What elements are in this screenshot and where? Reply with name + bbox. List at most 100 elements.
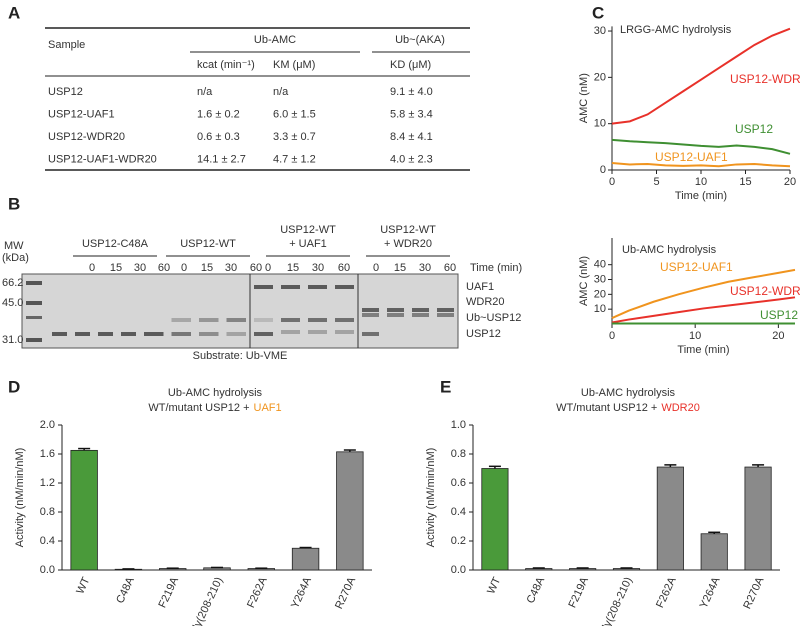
cell: 6.0 ± 1.5 [273,108,316,120]
x-tick-label: 0 [609,176,615,188]
group-label: USP12-WT [380,224,436,236]
band [335,285,354,289]
chart-title: Ub-AMC hydrolysis [168,387,263,399]
cell: n/a [273,86,289,98]
x-tick-label: WT [74,575,92,596]
column-header: KM (μM) [273,59,315,71]
band [281,330,300,334]
x-tick-label: 10 [695,176,707,188]
x-tick-label: R270A [333,575,358,611]
bar [336,451,364,571]
band [199,318,219,322]
y-axis-label: AMC (nM) [578,73,590,123]
time-label: 60 [444,262,456,274]
cell: 1.6 ± 0.2 [197,108,240,120]
cell: 0.6 ± 0.3 [197,131,240,143]
y-tick-label: 30 [594,273,606,285]
series-label: USP12-UAF1 [660,260,733,274]
subtitle-text: WT/mutant USP12 + [556,402,657,414]
y-tick-label: 40 [594,259,606,271]
band [171,332,191,336]
x-axis-label: Time (min) [675,190,727,202]
error-bar [708,531,721,534]
x-axis-label: Time (min) [677,344,729,356]
time-label: 0 [89,262,95,274]
x-tick-label: Y264A [289,575,314,611]
y-tick-label: 0.4 [40,535,55,547]
band [387,313,404,317]
series-label: USP12 [760,308,798,322]
cell: 14.1 ± 2.7 [197,153,246,165]
band [412,313,429,317]
bar [70,449,98,571]
band [308,285,327,289]
y-tick-label: 20 [594,71,606,83]
bar [481,468,509,571]
column-header: KD (μM) [390,59,431,71]
band-label: USP12 [466,328,501,340]
line [611,27,791,125]
band [281,318,300,322]
chart-subtitle: WT/mutant USP12 + WDR20 [556,402,700,414]
panel-label: D [8,377,20,396]
error-bar [299,546,312,549]
marker-band [26,301,42,305]
panel-label: C [592,3,604,22]
y-tick-label: 1.0 [451,419,466,431]
y-axis-label: Activity (nM/min/nM) [14,448,26,548]
band [281,285,300,289]
subtitle-highlight: WDR20 [661,402,700,414]
x-tick-label: F262A [654,575,679,610]
x-tick-label: Gly(208-210) [187,575,225,626]
gel-caption: Substrate: Ub-VME [193,350,288,362]
y-tick-label: 10 [594,303,606,315]
x-tick-label: 20 [784,176,796,188]
y-tick-label: 10 [594,118,606,130]
time-label: 30 [225,262,237,274]
line [611,268,796,319]
y-tick-label: 1.6 [40,448,55,460]
group-label: USP12-WT [280,224,336,236]
band [308,330,327,334]
group-label: + WDR20 [384,238,432,250]
time-label: 0 [373,262,379,274]
x-tick-label: Y264A [698,575,723,611]
band [362,308,379,312]
band [387,308,404,312]
x-tick-label: Gly(208-210) [597,575,635,626]
header: Ub~(AKA) [395,34,445,46]
series-label: USP12-UAF1 [655,150,728,164]
chart-title: Ub-AMC hydrolysis [622,244,717,256]
bar [700,533,728,571]
cell: 4.0 ± 2.3 [390,153,433,165]
cell: USP12-UAF1-WDR20 [48,153,157,165]
band [52,332,67,336]
band [226,318,246,322]
marker-band [26,316,42,319]
series-label: USP12 [735,122,773,136]
band [226,332,246,336]
bar [744,466,772,571]
band [308,318,327,322]
x-tick-label: C48A [525,575,548,606]
band [121,332,136,336]
cell: 5.8 ± 3.4 [390,108,433,120]
band-label: WDR20 [466,296,505,308]
error-bar [620,567,633,569]
error-bar [576,567,589,569]
y-tick-label: 0.8 [451,448,466,460]
cell: 9.1 ± 4.0 [390,86,433,98]
x-tick-label: F219A [566,575,591,610]
column-header: kcat (min⁻¹) [197,59,255,71]
cell: 8.4 ± 4.1 [390,131,433,143]
x-tick-label: F219A [156,575,181,610]
time-label: 60 [250,262,262,274]
band [362,332,379,336]
panel-label: E [440,377,451,396]
x-tick-label: 5 [653,176,659,188]
error-bar [532,567,545,569]
y-tick-label: 0.8 [40,506,55,518]
bar [291,547,320,571]
